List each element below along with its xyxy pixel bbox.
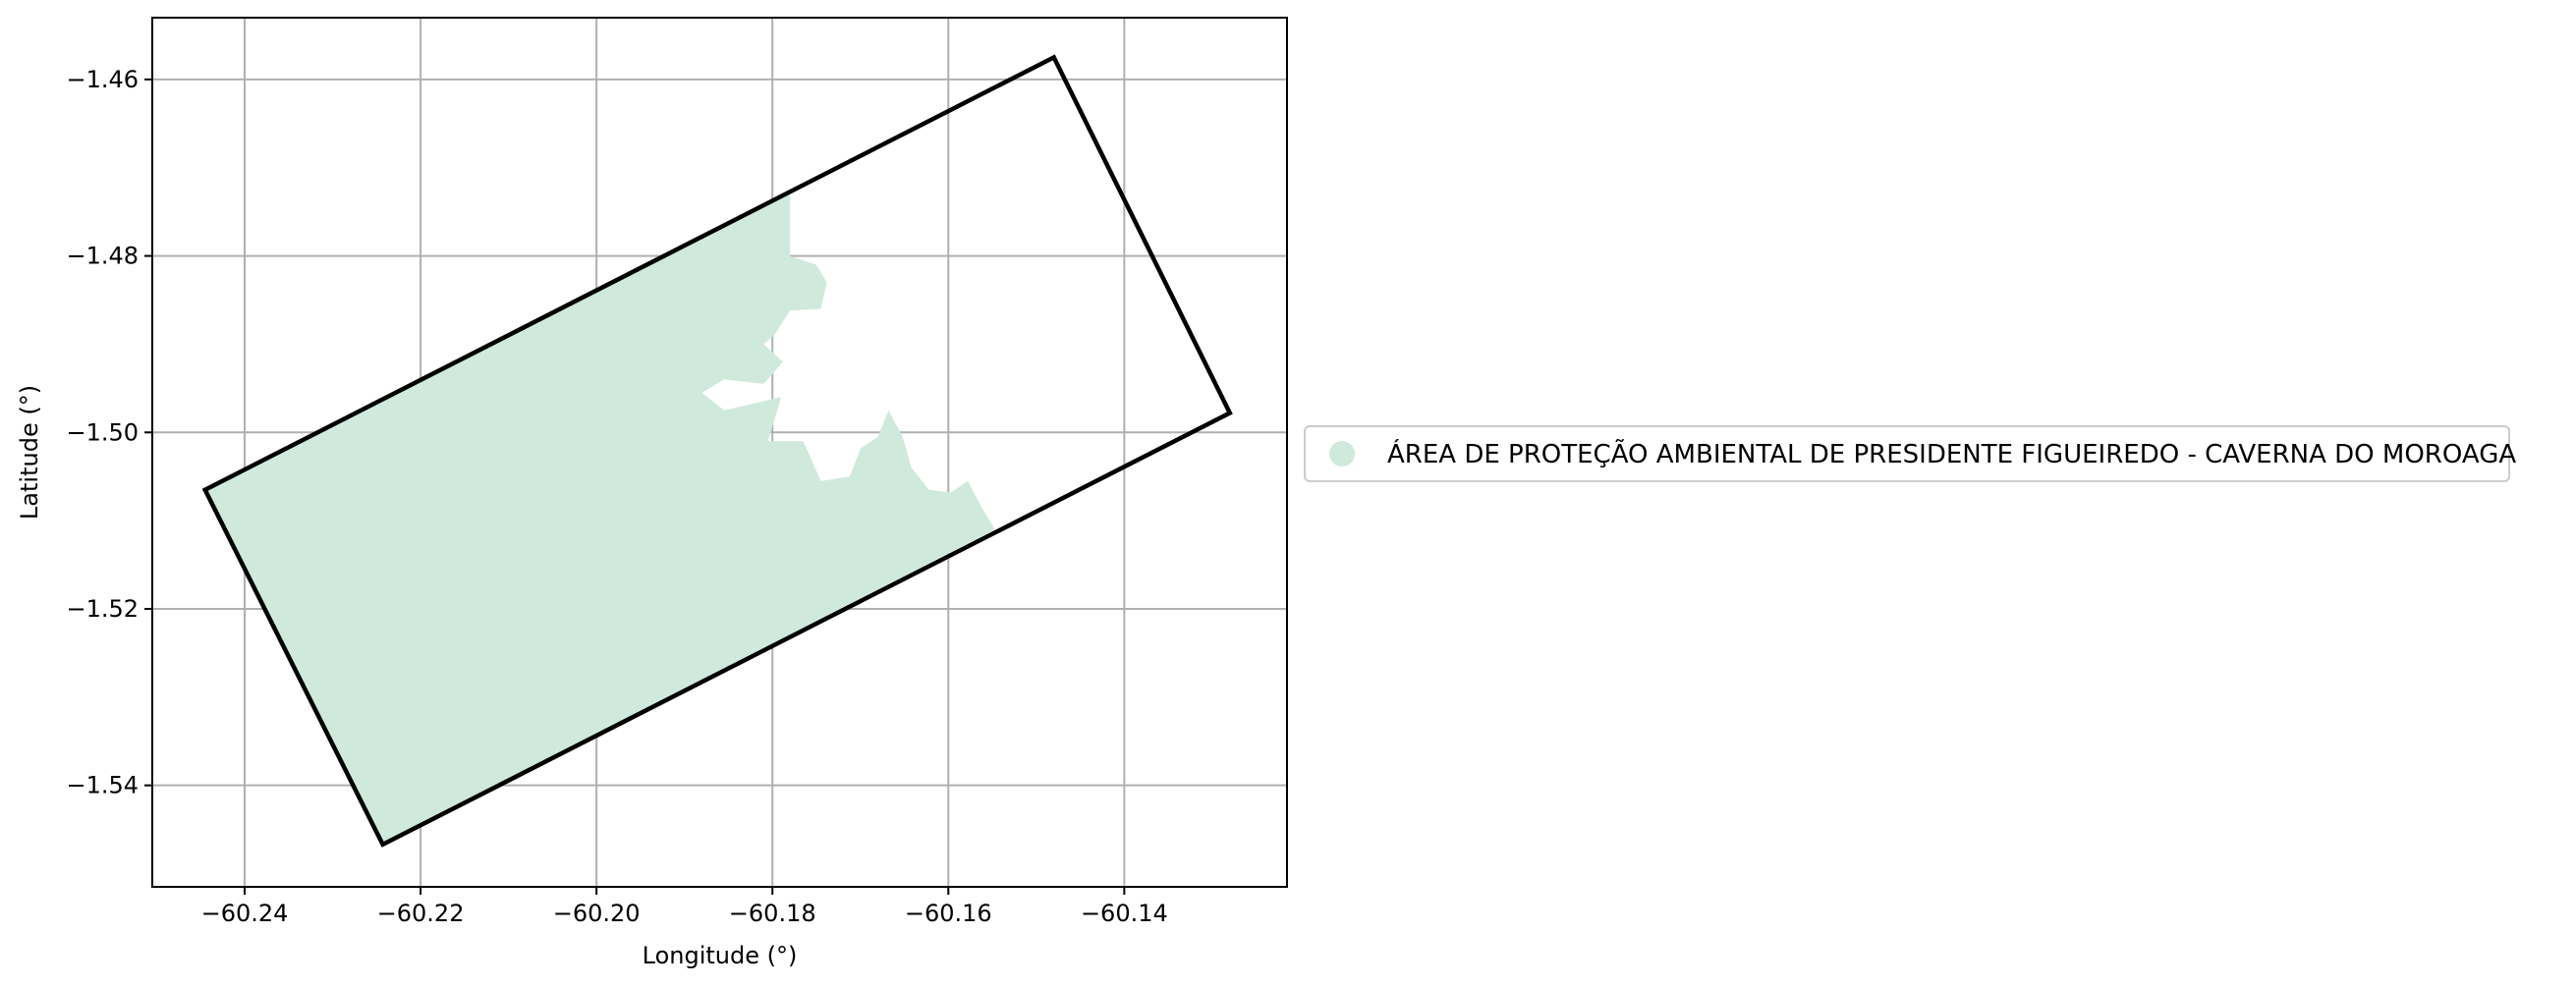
y-axis-ticks: −1.46 −1.48 −1.50 −1.52 −1.54 [66, 66, 152, 799]
protected-area-polygon [204, 192, 995, 845]
x-tick-label: −60.20 [553, 900, 641, 927]
x-axis-ticks: −60.24 −60.22 −60.20 −60.18 −60.16 −60.14 [201, 887, 1168, 927]
y-tick-label: −1.52 [66, 595, 139, 623]
y-tick-label: −1.50 [66, 418, 139, 446]
x-tick-label: −60.24 [201, 900, 289, 927]
legend-entry-label: ÁREA DE PROTEÇÃO AMBIENTAL DE PRESIDENTE… [1387, 438, 2516, 469]
y-tick-label: −1.48 [66, 243, 139, 270]
x-tick-label: −60.18 [729, 900, 816, 927]
y-tick-label: −1.54 [66, 772, 139, 799]
x-tick-label: −60.14 [1081, 900, 1168, 927]
x-axis-title: Longitude (°) [643, 942, 798, 969]
legend: ÁREA DE PROTEÇÃO AMBIENTAL DE PRESIDENTE… [1304, 425, 2516, 482]
y-axis-title: Latitude (°) [16, 385, 43, 520]
boundary-layer [201, 54, 1233, 848]
legend-frame [1304, 425, 2510, 482]
legend-marker-icon [1329, 441, 1355, 467]
boundary-polygon [201, 54, 1233, 848]
y-tick-label: −1.46 [66, 66, 139, 93]
axes-frame [151, 17, 1288, 888]
x-tick-label: −60.22 [377, 900, 465, 927]
protected-area-layer [204, 192, 995, 845]
x-tick-label: −60.16 [905, 900, 992, 927]
